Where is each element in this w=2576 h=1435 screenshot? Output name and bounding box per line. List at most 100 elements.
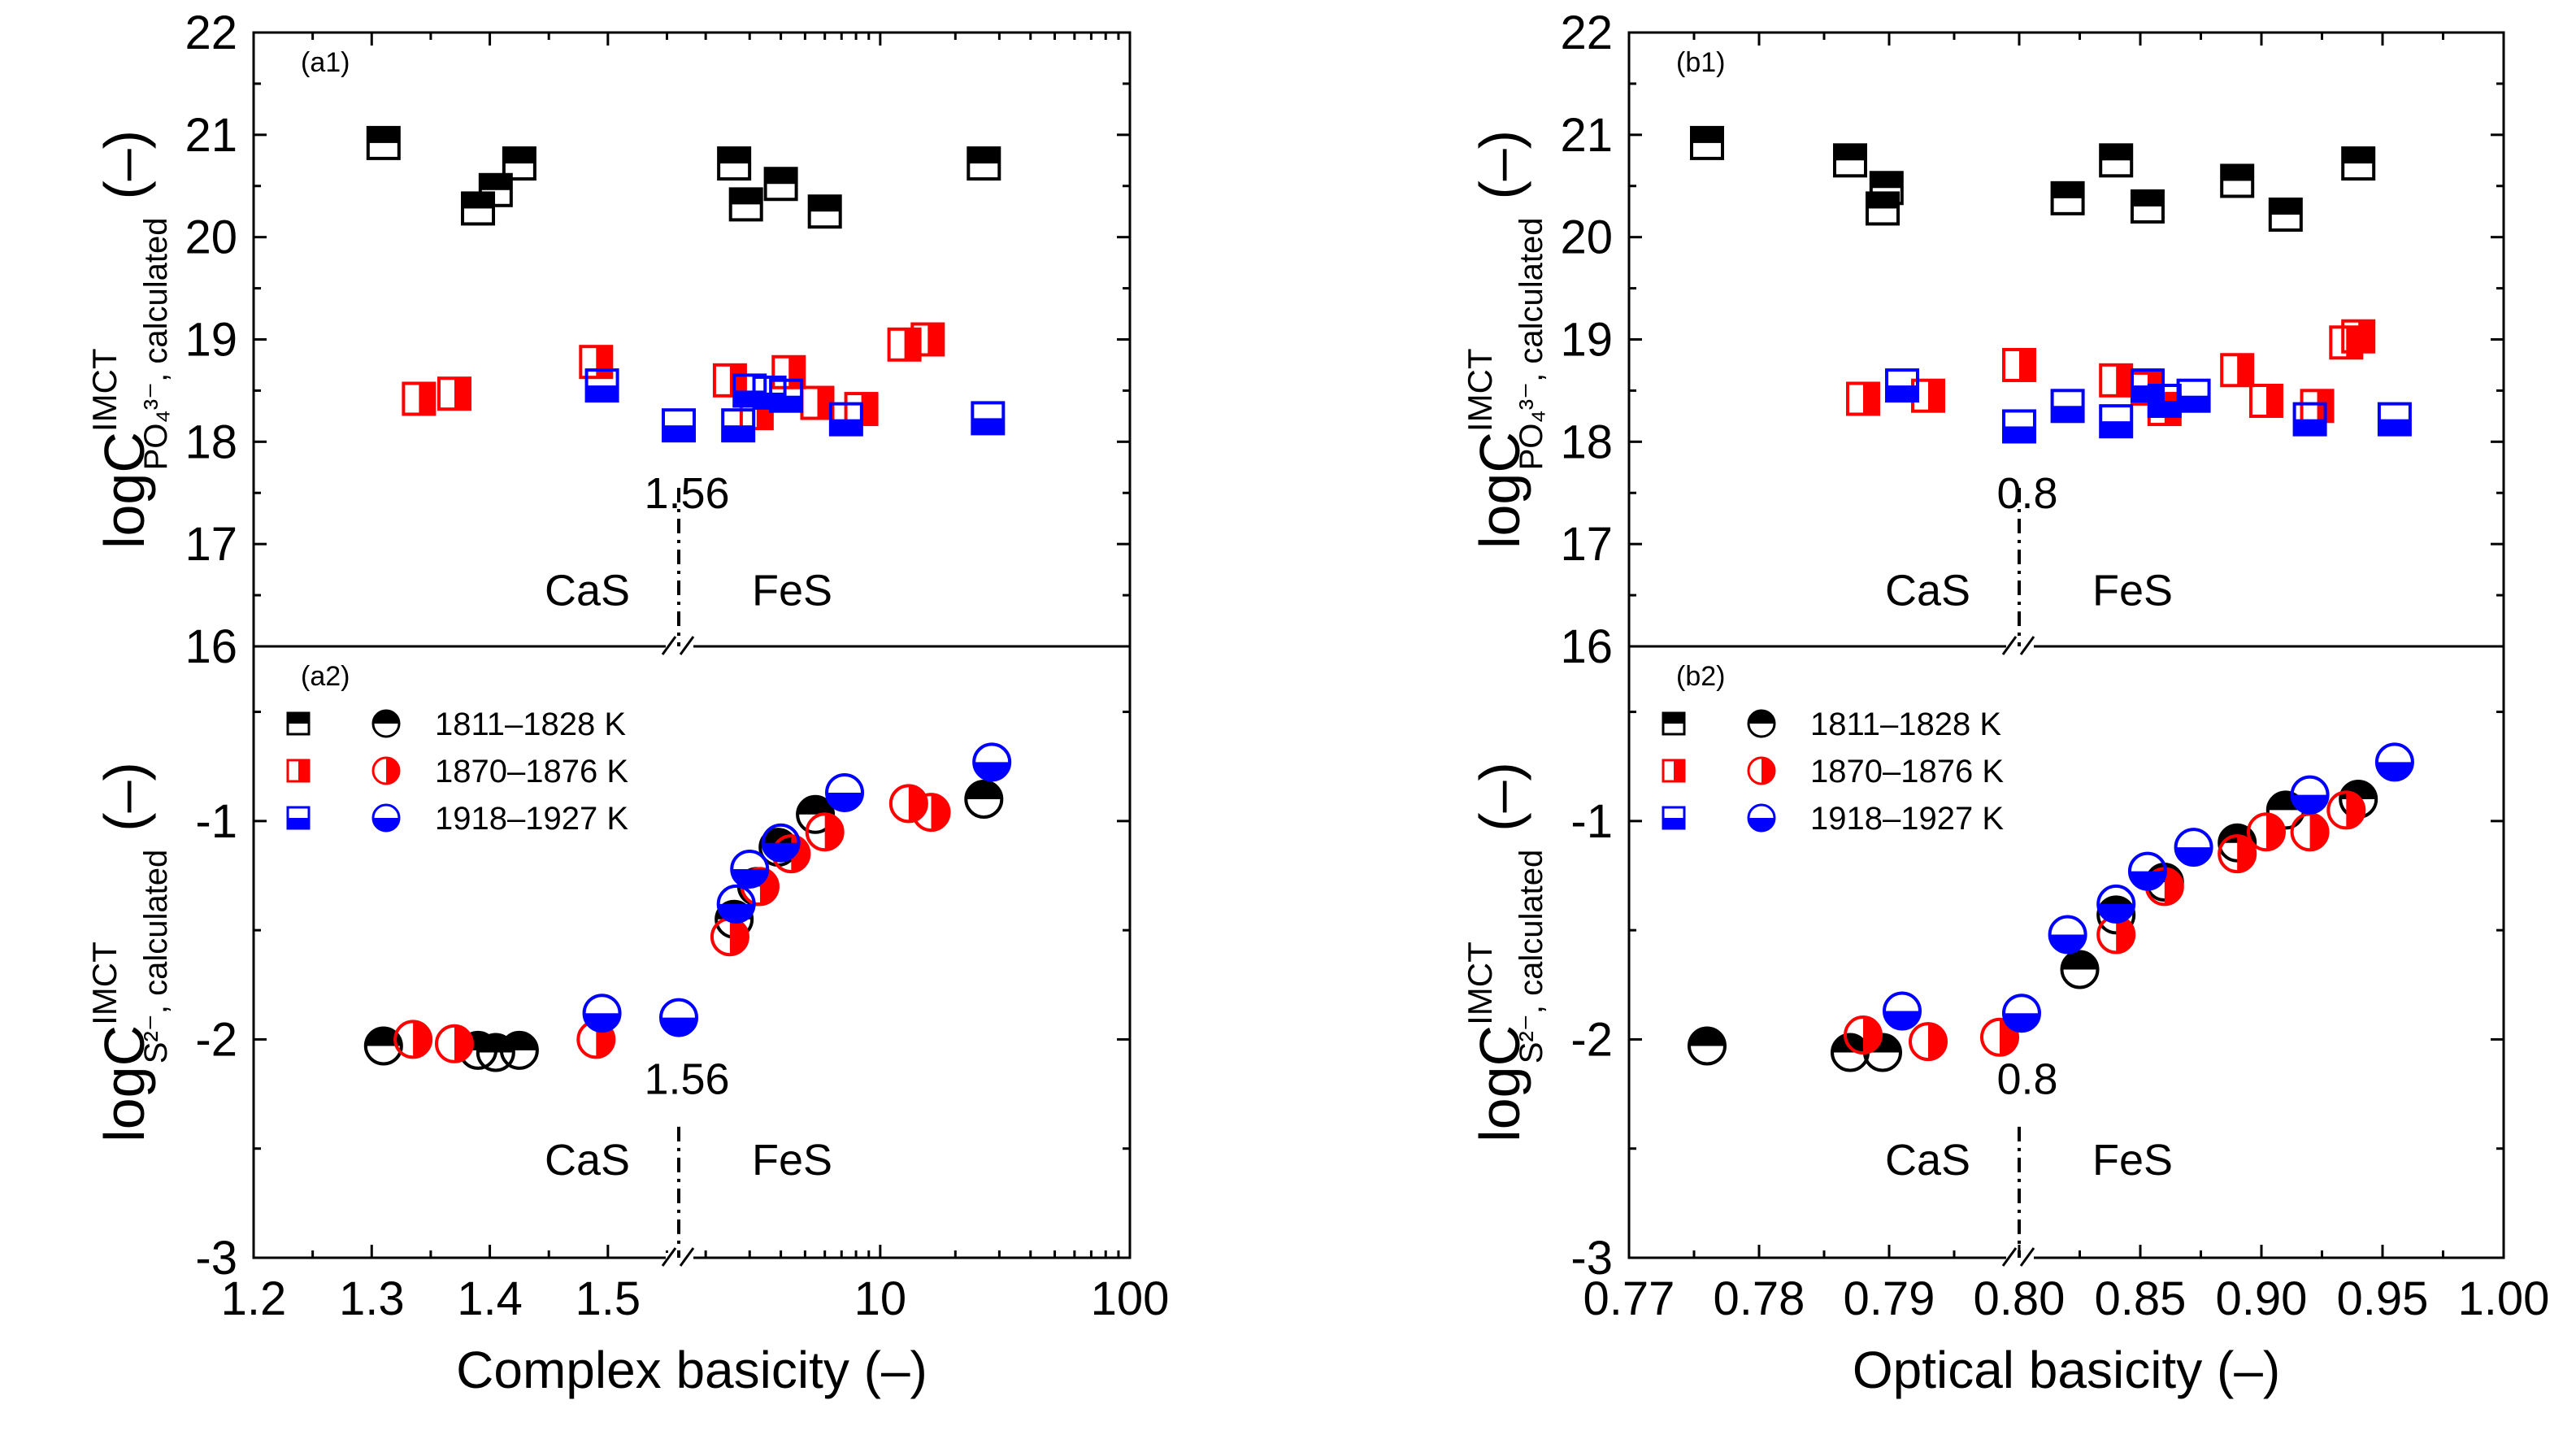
legend-item xyxy=(286,803,401,833)
data-point xyxy=(728,187,763,222)
data-point xyxy=(2374,742,2414,782)
legend-item xyxy=(286,709,401,738)
y-tick-label: 21 xyxy=(185,109,237,162)
legend-circle-swatch xyxy=(371,756,401,785)
data-point xyxy=(2001,994,2041,1033)
data-point xyxy=(2220,163,2255,198)
axis-break-mark xyxy=(679,1247,695,1267)
data-point xyxy=(2300,389,2335,424)
data-point xyxy=(1690,125,1724,160)
data-point xyxy=(2341,146,2376,181)
data-point xyxy=(2290,775,2330,815)
data-point xyxy=(2060,950,2100,989)
legend-circle-swatch xyxy=(1747,803,1776,833)
y-axis-title-unit: (–) xyxy=(93,130,156,200)
y-tick-label: 22 xyxy=(185,7,237,59)
y-axis-title-tail: , calculated xyxy=(1514,218,1549,382)
y-axis-title-main: logC xyxy=(93,1025,156,1142)
data-point xyxy=(888,784,928,824)
y-tick-label: -3 xyxy=(1570,1232,1613,1285)
y-axis-title-sub: S²⁻ xyxy=(138,1014,174,1063)
y-tick-label: -1 xyxy=(1570,795,1613,848)
data-point xyxy=(800,385,835,420)
legend-square-swatch xyxy=(286,759,311,783)
phase-label-right: FeS xyxy=(752,1136,832,1185)
data-point xyxy=(1885,368,1919,403)
legend-item xyxy=(286,756,401,785)
y-axis-title-sub: PO₄³⁻ xyxy=(1514,382,1549,471)
panel-label: (b2) xyxy=(1676,661,1725,692)
x-tick-label: 1.4 xyxy=(457,1272,523,1325)
legend-item xyxy=(1662,803,1776,833)
data-point xyxy=(2290,812,2330,852)
axis-break-mark xyxy=(2001,1247,2018,1267)
data-point xyxy=(2002,347,2036,382)
legend-square-swatch xyxy=(286,711,311,736)
y-axis-title-sup: IMCT xyxy=(85,941,124,1025)
y-axis-title-unit: (–) xyxy=(1468,130,1531,200)
phase-label-right: FeS xyxy=(2092,567,2173,615)
x-tick-label: 1.2 xyxy=(221,1272,287,1325)
data-point xyxy=(2050,180,2085,215)
data-point xyxy=(499,1030,539,1070)
legend-circle-swatch xyxy=(1747,756,1776,785)
data-point xyxy=(1833,143,1867,178)
x-tick-label: 100 xyxy=(1091,1272,1170,1325)
y-tick-label: 17 xyxy=(1560,518,1613,571)
data-point xyxy=(2220,353,2255,388)
divider-label: 1.56 xyxy=(644,469,729,518)
y-axis-title: logCIMCT PO₄³⁻, calculated (–) xyxy=(85,130,174,549)
legend-label: 1811–1828 K xyxy=(435,707,626,742)
data-point xyxy=(730,849,770,889)
data-point xyxy=(911,793,951,833)
data-point xyxy=(2048,915,2087,954)
data-point xyxy=(502,146,536,181)
data-point xyxy=(2099,404,2134,439)
data-point xyxy=(363,1026,403,1066)
legend-square-swatch xyxy=(1662,711,1686,736)
legend-square-swatch xyxy=(1662,806,1686,830)
data-point xyxy=(2246,812,2286,852)
data-point xyxy=(393,1020,433,1059)
data-point xyxy=(2099,363,2134,398)
y-axis-title-main: logC xyxy=(93,432,156,549)
data-point xyxy=(716,884,756,924)
y-axis-title-main: logC xyxy=(1468,432,1531,549)
data-point xyxy=(582,994,622,1033)
divider-label: 0.8 xyxy=(1996,469,2057,518)
y-axis-title-sub: S²⁻ xyxy=(1514,1014,1549,1063)
data-point xyxy=(828,402,863,437)
x-tick-label: 0.79 xyxy=(1844,1272,1935,1325)
legend-circle-swatch xyxy=(371,709,401,738)
x-axis-title: Complex basicity (–) xyxy=(456,1341,927,1399)
legend-circle-swatch xyxy=(1747,709,1776,738)
data-point xyxy=(662,408,696,443)
y-tick-label: 18 xyxy=(185,415,237,468)
data-point xyxy=(2174,828,2213,868)
data-point xyxy=(2176,378,2211,413)
y-tick-label: -2 xyxy=(195,1013,237,1066)
y-axis-title: logCIMCT S²⁻, calculated (–) xyxy=(85,762,174,1142)
y-tick-label: 16 xyxy=(1560,620,1613,673)
data-point xyxy=(2050,389,2085,424)
y-axis-title: logCIMCT S²⁻, calculated (–) xyxy=(1461,762,1549,1142)
data-point xyxy=(1883,991,1922,1031)
y-tick-label: 18 xyxy=(1560,415,1613,468)
data-point xyxy=(721,408,756,443)
y-axis-title-unit: (–) xyxy=(1468,762,1531,832)
data-point xyxy=(659,998,698,1037)
phase-label-right: FeS xyxy=(752,567,832,615)
panel-label: (a1) xyxy=(301,47,350,78)
y-axis-title-sub: PO₄³⁻ xyxy=(138,382,174,471)
y-axis-title-sup: IMCT xyxy=(1461,941,1499,1025)
x-tick-label: 10 xyxy=(854,1272,907,1325)
data-point xyxy=(1846,381,1880,416)
data-point xyxy=(825,772,865,812)
y-tick-label: -3 xyxy=(195,1232,237,1285)
y-tick-label: 19 xyxy=(185,314,237,367)
data-point xyxy=(2002,409,2036,444)
legend-item xyxy=(1662,709,1776,738)
legend-label: 1870–1876 K xyxy=(435,754,628,789)
axis-break-mark xyxy=(2001,636,2018,655)
x-tick-label: 0.85 xyxy=(2095,1272,2187,1325)
